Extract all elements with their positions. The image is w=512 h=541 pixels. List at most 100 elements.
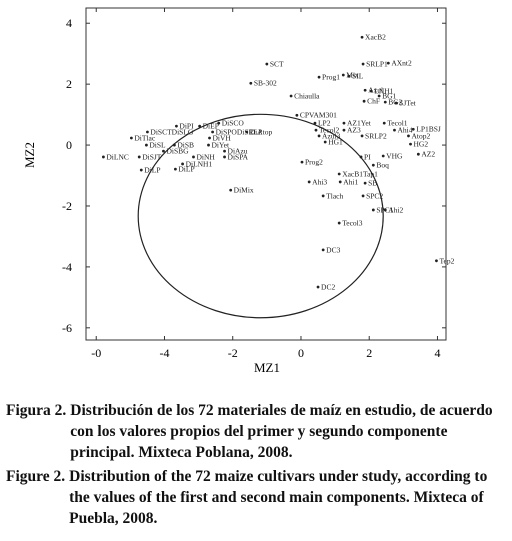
point-label: DiLNC	[106, 152, 129, 161]
x-tick-label: 2	[366, 346, 372, 360]
point-label: DiTlac	[134, 134, 155, 143]
point-label: DC2	[321, 283, 335, 292]
point-label: DiSPA	[228, 152, 249, 161]
point-label: SCT	[270, 60, 284, 69]
point	[321, 194, 325, 198]
point	[362, 99, 366, 103]
point-label: SIL	[352, 72, 364, 81]
point	[407, 134, 410, 138]
point-label: Prog2	[305, 158, 323, 167]
point	[313, 121, 317, 125]
point-label: LP1BSJ	[416, 125, 441, 134]
point	[321, 248, 325, 252]
point	[300, 160, 304, 164]
y-tick-label: -4	[62, 260, 72, 274]
point-label: LNH1	[374, 87, 393, 96]
point-label: AXnt2	[391, 59, 412, 68]
point-label: Tecol1	[387, 119, 408, 128]
point	[341, 73, 345, 77]
y-tick-label: -2	[62, 199, 72, 213]
point	[369, 89, 373, 93]
point	[393, 128, 396, 132]
point	[323, 140, 327, 144]
point-label: Ahi3	[312, 177, 327, 186]
point-label: Ahi1	[343, 177, 358, 186]
point-label: HG2	[414, 140, 429, 149]
point	[198, 124, 202, 128]
caption-en: Figure 2. Distribution of the 72 maize c…	[6, 466, 510, 529]
point	[383, 100, 387, 104]
point	[245, 130, 249, 134]
point	[307, 180, 311, 184]
point-label: DiAtop	[250, 127, 273, 136]
point-label: Tecol3	[342, 219, 363, 228]
point-label: XacB1Tap1	[342, 170, 378, 179]
point	[382, 121, 386, 125]
y-tick-label: -6	[62, 321, 72, 335]
point-label: VHG	[386, 152, 403, 161]
point-label: AZ2	[421, 150, 435, 159]
point-label: DC3	[326, 245, 340, 254]
point	[435, 259, 438, 263]
point-label: LP2	[318, 119, 331, 128]
point	[359, 155, 363, 159]
point-label: ChF	[367, 97, 380, 106]
point-label: SPC2	[366, 191, 383, 200]
point-label: Axul	[368, 86, 383, 95]
point-label: SRLP1	[366, 60, 388, 69]
point-label: SRLP2	[365, 131, 387, 140]
point	[102, 155, 105, 159]
point	[337, 221, 341, 225]
point-label: DiSJT	[142, 152, 162, 161]
x-tick-label: 0	[298, 346, 304, 360]
point	[337, 172, 341, 176]
point	[377, 94, 381, 98]
point	[265, 62, 269, 66]
point	[249, 81, 253, 85]
point	[181, 162, 184, 166]
caption-text: Distribution of the 72 maize cultivars u…	[69, 468, 488, 527]
point	[192, 155, 195, 159]
x-tick-label: -4	[159, 346, 169, 360]
point	[347, 74, 351, 78]
point	[371, 163, 375, 167]
x-tick-label: 4	[434, 346, 440, 360]
point-label: DiLNH1	[186, 159, 213, 168]
point-label: DiLP	[144, 166, 160, 175]
point-label: Tlach	[326, 191, 343, 200]
point-label: Azul3	[322, 131, 341, 140]
point-label: Prog1	[322, 73, 340, 82]
point-label: DiSBG	[166, 147, 189, 156]
point-label: DiPI	[179, 122, 194, 131]
point-label: Boq	[376, 161, 389, 170]
point-label: DiMix	[234, 186, 254, 195]
point	[217, 121, 221, 125]
point	[139, 168, 143, 172]
point-label: Atop2	[411, 131, 430, 140]
point-label: PI	[364, 152, 371, 161]
point	[383, 208, 387, 212]
point	[386, 61, 390, 65]
point-label: SB-302	[254, 79, 277, 88]
point	[360, 35, 364, 39]
point-label: DiSCO	[222, 119, 245, 128]
point-label: DiVH	[213, 134, 232, 143]
y-tick-label: 2	[66, 77, 72, 91]
point	[316, 285, 320, 289]
point-label: XacB2	[365, 33, 386, 42]
point	[338, 180, 342, 184]
confidence-ellipse	[137, 113, 384, 319]
point	[162, 149, 165, 153]
point-label: DiSL	[149, 141, 166, 150]
point	[223, 149, 226, 153]
point-label: HG1	[328, 138, 343, 147]
point	[361, 194, 365, 198]
point	[129, 136, 133, 140]
point-label: Ahi4	[397, 126, 412, 135]
point	[289, 94, 293, 98]
point-label: CPVAM301	[300, 111, 337, 120]
point	[361, 62, 365, 66]
point-label: Tecol2	[319, 126, 340, 135]
point-label: DiLP	[178, 165, 194, 174]
